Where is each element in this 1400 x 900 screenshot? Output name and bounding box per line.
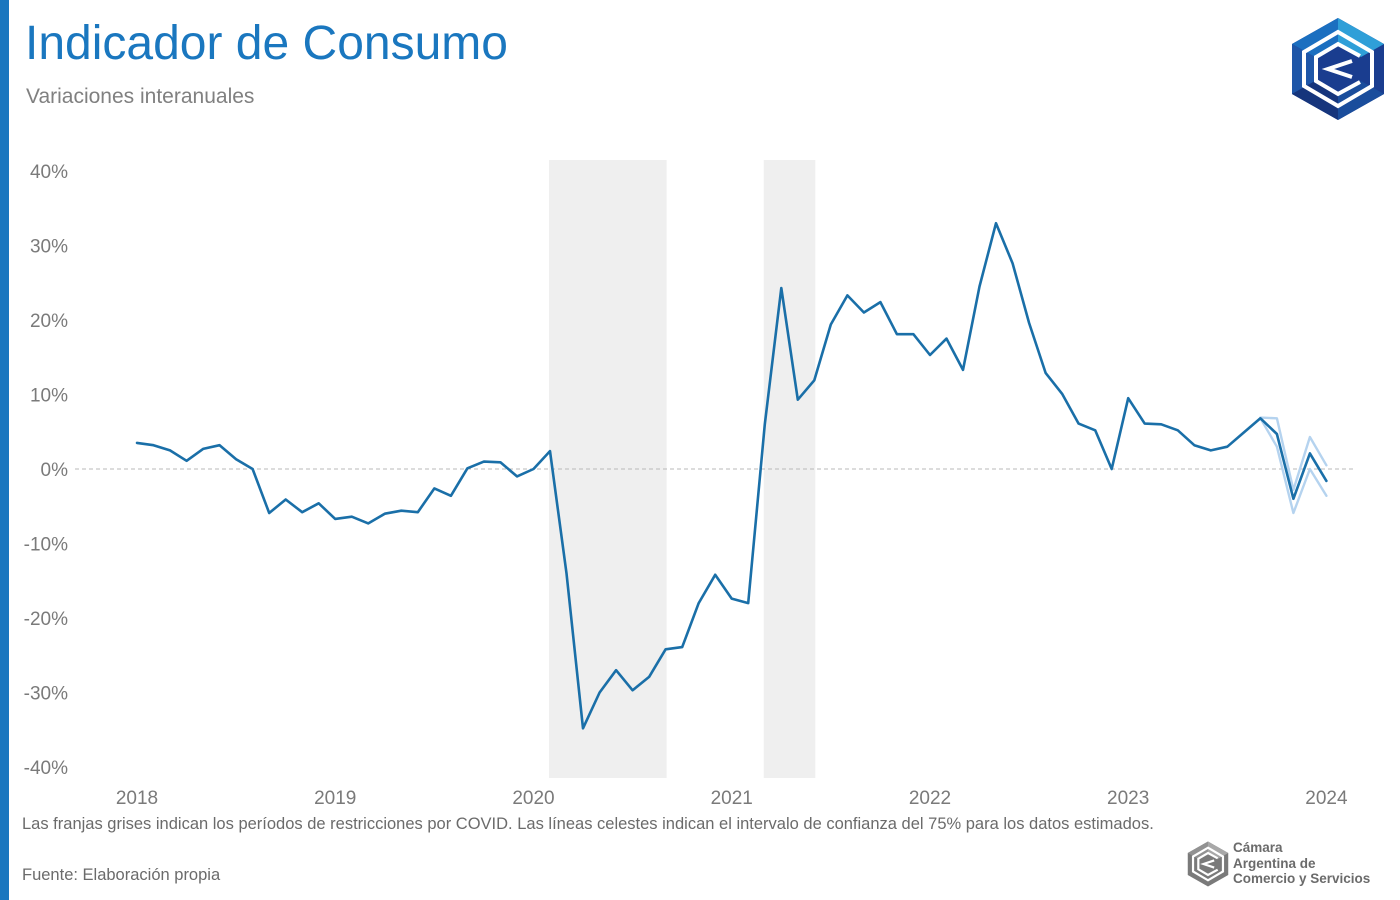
organization-name: Cámara Argentina de Comercio y Servicios [1233, 840, 1370, 887]
cac-hexagon-logo-icon [1292, 18, 1384, 120]
y-tick-label: 20% [30, 311, 68, 332]
y-tick-label: -10% [24, 535, 68, 556]
y-tick-label: 30% [30, 237, 68, 258]
x-tick-label: 2023 [1107, 788, 1149, 809]
organization-name-line-3: Comercio y Servicios [1233, 871, 1371, 886]
page-subtitle: Variaciones interanuales [26, 85, 255, 108]
y-tick-label: 40% [30, 162, 68, 183]
y-tick-label: 0% [41, 460, 69, 481]
organization-name-line-2: Argentina de [1233, 855, 1316, 871]
cac-hexagon-logo-gray-icon [1187, 841, 1229, 887]
chart-footnote: Las franjas grises indican los períodos … [22, 815, 1154, 833]
series-line-consumo [135, 221, 1328, 730]
y-axis: 40% 30% 20% 10% 0% -10% -20% -30% -40% [24, 162, 68, 779]
organization-name-line-1: Cámara [1233, 840, 1283, 855]
x-tick-label: 2018 [116, 788, 158, 809]
source-note: Fuente: Elaboración propia [22, 866, 221, 884]
x-tick-label: 2024 [1305, 788, 1348, 809]
page-title: Indicador de Consumo [25, 17, 508, 70]
left-accent-bar [0, 0, 9, 900]
y-tick-label: -20% [24, 609, 68, 630]
y-tick-label: 10% [30, 386, 68, 407]
y-tick-label: -30% [24, 684, 68, 705]
x-tick-label: 2019 [314, 788, 356, 809]
series-line-confidence-upper [1259, 416, 1328, 492]
x-tick-label: 2022 [909, 788, 951, 809]
series-line-confidence-lower [1259, 417, 1328, 515]
x-axis: 2018 2019 2020 2021 2022 2023 2024 [116, 788, 1348, 809]
x-tick-label: 2021 [711, 788, 753, 809]
series-layer [135, 221, 1328, 730]
x-tick-label: 2020 [512, 788, 554, 809]
y-tick-label: -40% [24, 758, 68, 779]
